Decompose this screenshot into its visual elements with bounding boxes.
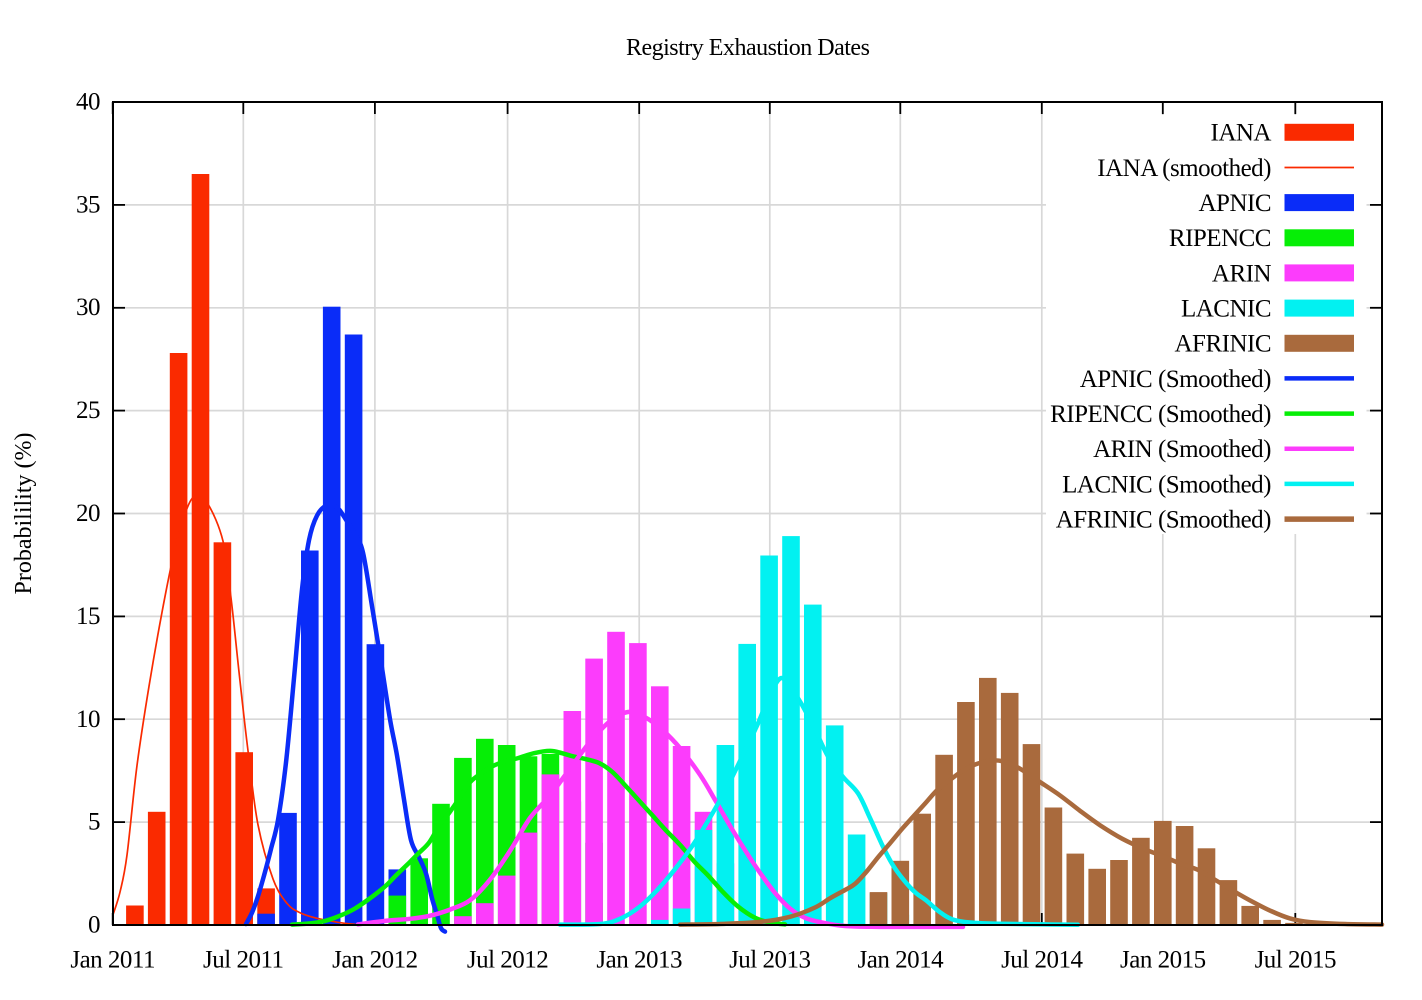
svg-text:Jan 2015: Jan 2015 (1120, 947, 1206, 974)
svg-text:ARIN (Smoothed): ARIN (Smoothed) (1093, 436, 1271, 463)
svg-text:Jan 2013: Jan 2013 (596, 947, 682, 974)
svg-text:30: 30 (76, 294, 100, 321)
svg-text:RIPENCC: RIPENCC (1169, 225, 1271, 252)
svg-text:5: 5 (88, 809, 100, 836)
svg-text:Registry Exhaustion Dates: Registry Exhaustion Dates (626, 35, 870, 61)
svg-text:AFRINIC (Smoothed): AFRINIC (Smoothed) (1056, 507, 1271, 534)
svg-text:Jan 2012: Jan 2012 (332, 947, 418, 974)
svg-text:40: 40 (76, 89, 100, 116)
svg-text:Probabilility (%): Probabilility (%) (11, 433, 37, 595)
svg-text:Jul 2012: Jul 2012 (467, 947, 548, 974)
svg-text:LACNIC: LACNIC (1181, 296, 1271, 323)
svg-text:Jul 2011: Jul 2011 (203, 947, 284, 974)
svg-text:AFRINIC: AFRINIC (1174, 331, 1271, 358)
svg-text:Jan 2011: Jan 2011 (70, 947, 155, 974)
svg-text:IANA: IANA (1211, 120, 1272, 147)
svg-text:Jul 2014: Jul 2014 (1001, 947, 1083, 974)
svg-text:APNIC: APNIC (1198, 190, 1271, 217)
svg-text:25: 25 (76, 397, 100, 424)
svg-text:Jan 2014: Jan 2014 (858, 947, 945, 974)
svg-text:Jul 2015: Jul 2015 (1255, 947, 1336, 974)
svg-text:10: 10 (76, 706, 100, 733)
svg-text:ARIN: ARIN (1212, 260, 1272, 287)
svg-text:20: 20 (76, 500, 100, 527)
svg-text:15: 15 (76, 603, 100, 630)
svg-text:LACNIC (Smoothed): LACNIC (Smoothed) (1062, 471, 1271, 498)
svg-text:Jul 2013: Jul 2013 (729, 947, 810, 974)
svg-text:RIPENCC (Smoothed): RIPENCC (Smoothed) (1050, 401, 1271, 428)
svg-text:0: 0 (88, 912, 100, 939)
svg-text:IANA (smoothed): IANA (smoothed) (1097, 155, 1271, 182)
svg-text:APNIC (Smoothed): APNIC (Smoothed) (1080, 366, 1271, 393)
svg-text:35: 35 (76, 191, 100, 218)
